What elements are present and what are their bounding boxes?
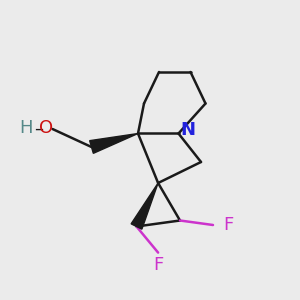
Text: O: O [39,119,54,137]
Text: H: H [20,119,33,137]
Polygon shape [131,183,158,229]
Polygon shape [90,134,138,153]
Text: N: N [180,122,195,140]
Text: F: F [153,256,163,274]
Text: –: – [34,119,43,137]
Text: F: F [223,216,233,234]
